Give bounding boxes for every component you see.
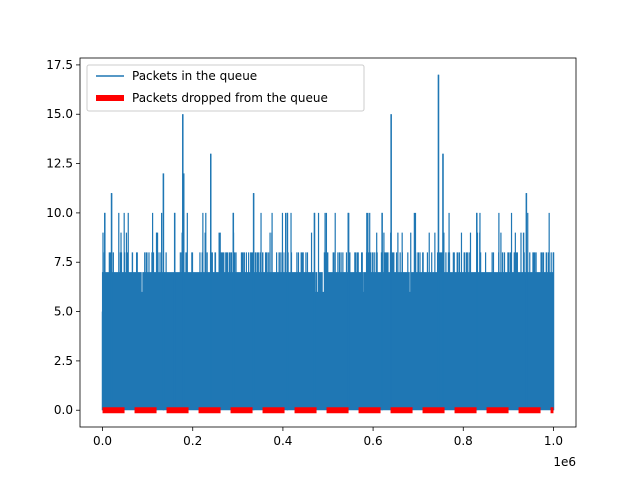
y-tick-label: 5.0 xyxy=(54,305,73,319)
x-tick-label: 0.8 xyxy=(454,434,473,448)
x-tick-label: 0.4 xyxy=(273,434,292,448)
legend-label-packets-in-queue: Packets in the queue xyxy=(132,69,257,83)
x-tick-label: 0.0 xyxy=(93,434,112,448)
y-tick-label: 2.5 xyxy=(54,354,73,368)
y-tick-label: 0.0 xyxy=(54,403,73,417)
y-tick-label: 10.0 xyxy=(46,206,73,220)
x-tick-label: 1.0 xyxy=(544,434,563,448)
y-tick-label: 7.5 xyxy=(54,255,73,269)
x-axis: 0.0 0.2 0.4 0.6 0.8 1.0 xyxy=(93,427,563,448)
y-tick-label: 17.5 xyxy=(46,58,73,72)
y-axis: 0.0 2.5 5.0 7.5 10.0 12.5 15.0 17.5 xyxy=(46,58,80,417)
legend-label-packets-dropped: Packets dropped from the queue xyxy=(132,91,328,105)
queue-series-line xyxy=(101,74,555,411)
x-tick-label: 0.6 xyxy=(364,434,383,448)
x-offset-label: 1e6 xyxy=(553,455,576,469)
legend-box xyxy=(86,64,365,112)
y-tick-label: 12.5 xyxy=(46,157,73,171)
plot-frame xyxy=(79,57,577,428)
y-tick-label: 15.0 xyxy=(46,107,73,121)
x-tick-label: 0.2 xyxy=(183,434,202,448)
packets-in-queue-series xyxy=(101,74,555,411)
legend: Packets in the queue Packets dropped fro… xyxy=(86,64,365,112)
